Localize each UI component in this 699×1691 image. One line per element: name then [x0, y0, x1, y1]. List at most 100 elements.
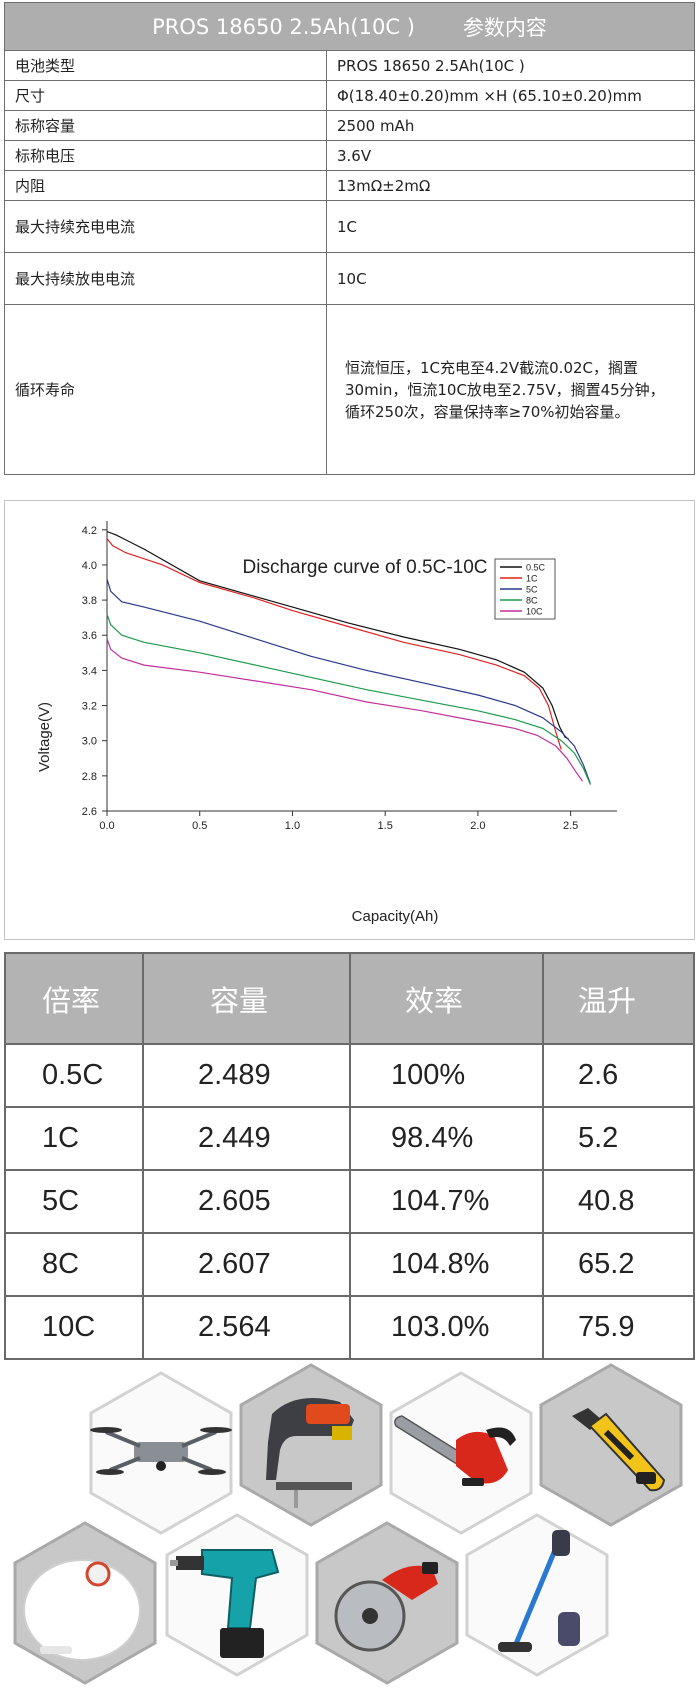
note-line: 30min，恒流10C放电至2.75V，搁置45分钟， — [345, 380, 665, 399]
spec-value: Φ(18.40±0.20)mm ×H (65.10±0.20)mm — [326, 80, 695, 111]
spec-row: 循环寿命 恒流恒压，1C充电至4.2V截流0.02C，搁置 30min，恒流10… — [4, 304, 695, 475]
stick-vacuum-icon — [462, 1512, 612, 1678]
spec-value: 13mΩ±2mΩ — [326, 170, 695, 201]
spec-row: 标称容量 2500 mAh — [4, 110, 695, 141]
spec-header-left: PROS 18650 2.5Ah(10C ) — [152, 14, 415, 39]
rate-row: 5C 2.605 104.7% 40.8 — [4, 1169, 695, 1234]
note-line: 循环250次，容量保持率≥70%初始容量。 — [345, 402, 630, 421]
spec-label: 最大持续放电电流 — [4, 252, 327, 305]
rate-cell: 2.449 — [142, 1106, 351, 1171]
legend-label: 0.5C — [526, 563, 546, 573]
legend-label: 8C — [526, 596, 538, 606]
y-tick-label: 3.0 — [82, 736, 97, 748]
spec-label: 循环寿命 — [4, 304, 327, 475]
spec-row: 标称电压 3.6V — [4, 140, 695, 171]
rate-cell: 40.8 — [542, 1169, 695, 1234]
rate-cell: 98.4% — [349, 1106, 544, 1171]
rate-header: 温升 — [542, 952, 695, 1045]
jigsaw-icon — [236, 1362, 386, 1528]
x-tick-label: 2.0 — [470, 820, 485, 832]
y-tick-label: 4.2 — [82, 525, 97, 537]
rate-cell: 5.2 — [542, 1106, 695, 1171]
spec-label: 标称容量 — [4, 110, 327, 141]
y-tick-label: 3.8 — [82, 595, 97, 607]
spec-label: 最大持续充电电流 — [4, 200, 327, 253]
rate-cell: 65.2 — [542, 1232, 695, 1297]
series-line-0-5C — [106, 530, 569, 740]
series-line-5C — [106, 578, 591, 784]
y-axis-label: Voltage(V) — [36, 702, 53, 772]
spec-header: PROS 18650 2.5Ah(10C ) 参数内容 — [4, 2, 695, 51]
robot-vacuum-icon — [10, 1520, 160, 1686]
x-tick-label: 0.5 — [192, 820, 207, 832]
rate-table: 倍率 容量 效率 温升 0.5C 2.489 100% 2.6 1C 2.449… — [4, 952, 695, 1360]
x-tick-label: 1.0 — [285, 820, 300, 832]
cordless-drill-icon — [162, 1512, 312, 1678]
drone-icon — [86, 1370, 236, 1536]
spec-value: PROS 18650 2.5Ah(10C ) — [326, 50, 695, 81]
rate-row: 10C 2.564 103.0% 75.9 — [4, 1295, 695, 1360]
rate-header-row: 倍率 容量 效率 温升 — [4, 952, 695, 1045]
rate-cell: 104.8% — [349, 1232, 544, 1297]
spec-table: PROS 18650 2.5Ah(10C ) 参数内容 电池类型 PROS 18… — [4, 2, 695, 475]
x-tick-label: 1.5 — [378, 820, 393, 832]
spec-header-right: 参数内容 — [462, 15, 547, 40]
rate-cell: 0.5C — [4, 1043, 144, 1108]
rate-row: 8C 2.607 104.8% 65.2 — [4, 1232, 695, 1297]
y-tick-label: 3.4 — [82, 665, 97, 677]
legend-label: 1C — [526, 574, 538, 584]
legend-label: 10C — [526, 607, 543, 617]
chainsaw-icon — [386, 1370, 536, 1536]
spec-row: 内阻 13mΩ±2mΩ — [4, 170, 695, 201]
spec-row: 最大持续放电电流 10C — [4, 252, 695, 305]
rate-cell: 75.9 — [542, 1295, 695, 1360]
rate-cell: 2.489 — [142, 1043, 351, 1108]
y-tick-label: 4.0 — [82, 560, 97, 572]
applications-gallery — [0, 1363, 699, 1691]
chart-axes: 2.6 2.8 3.0 3.2 3.4 3.6 3.8 4.0 4.2 0.0 0.5 1.0 1.5 2… — [82, 521, 617, 832]
legend-label: 5C — [526, 585, 538, 595]
rate-cell: 10C — [4, 1295, 144, 1360]
rate-header: 倍率 — [4, 952, 144, 1045]
discharge-chart: Discharge curve of 0.5C-10C Capacity(Ah)… — [4, 500, 695, 940]
spec-row: 尺寸 Φ(18.40±0.20)mm ×H (65.10±0.20)mm — [4, 80, 695, 111]
spec-value: 3.6V — [326, 140, 695, 171]
rate-cell: 104.7% — [349, 1169, 544, 1234]
spec-header-row: PROS 18650 2.5Ah(10C ) 参数内容 — [4, 2, 695, 51]
rate-cell: 2.564 — [142, 1295, 351, 1360]
rate-cell: 2.6 — [542, 1043, 695, 1108]
rate-cell: 1C — [4, 1106, 144, 1171]
spec-value: 10C — [326, 252, 695, 305]
spec-value: 2500 mAh — [326, 110, 695, 141]
discharge-chart-svg: Discharge curve of 0.5C-10C Capacity(Ah)… — [36, 521, 617, 925]
rate-cell: 2.605 — [142, 1169, 351, 1234]
spec-label: 标称电压 — [4, 140, 327, 171]
rate-row: 1C 2.449 98.4% 5.2 — [4, 1106, 695, 1171]
rate-cell: 5C — [4, 1169, 144, 1234]
rate-cell: 100% — [349, 1043, 544, 1108]
rate-cell: 8C — [4, 1232, 144, 1297]
spec-label: 电池类型 — [4, 50, 327, 81]
rate-row: 0.5C 2.489 100% 2.6 — [4, 1043, 695, 1108]
y-tick-label: 2.8 — [82, 771, 97, 783]
series-line-10C — [106, 638, 583, 782]
series-line-8C — [106, 614, 592, 785]
chart-title: Discharge curve of 0.5C-10C — [243, 557, 488, 578]
rate-cell: 103.0% — [349, 1295, 544, 1360]
circular-saw-icon — [312, 1520, 462, 1686]
rate-header: 效率 — [349, 952, 544, 1045]
spec-label: 内阻 — [4, 170, 327, 201]
rate-cell: 2.607 — [142, 1232, 351, 1297]
x-tick-label: 0.0 — [99, 820, 114, 832]
y-tick-label: 3.2 — [82, 701, 97, 713]
chart-series — [106, 530, 592, 785]
x-tick-label: 2.5 — [563, 820, 578, 832]
note-line: 恒流恒压，1C充电至4.2V截流0.02C，搁置 — [345, 358, 639, 377]
x-axis-label: Capacity(Ah) — [352, 908, 439, 925]
spec-label: 尺寸 — [4, 80, 327, 111]
spec-row: 电池类型 PROS 18650 2.5Ah(10C ) — [4, 50, 695, 81]
spec-row: 最大持续充电电流 1C — [4, 200, 695, 253]
y-tick-label: 3.6 — [82, 630, 97, 642]
rate-header: 容量 — [142, 952, 351, 1045]
